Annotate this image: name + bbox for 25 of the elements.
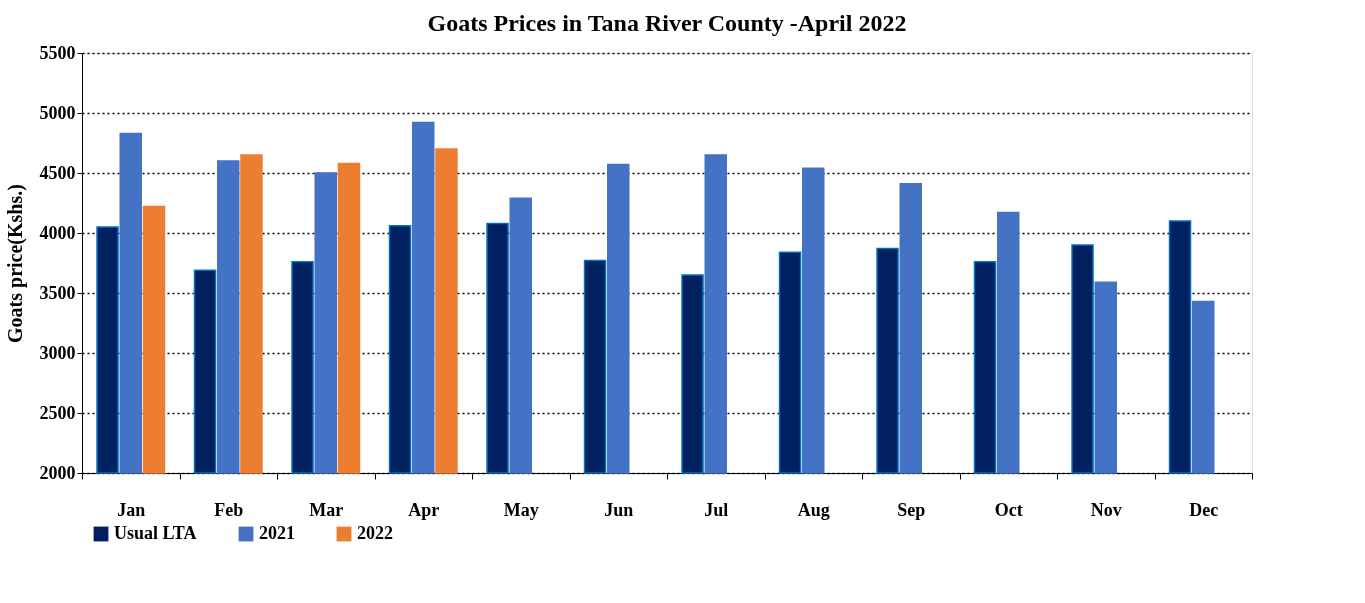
y-tick-label: 4500 xyxy=(39,162,76,183)
x-tick-label: May xyxy=(503,499,539,520)
y-tick-label: 5000 xyxy=(39,102,76,123)
chart-title: Goats Prices in Tana River County -April 2022 xyxy=(427,10,907,36)
x-tick-label: Aug xyxy=(797,499,830,520)
y-tick-label: 3500 xyxy=(39,282,76,303)
y-tick-label: 5500 xyxy=(39,42,76,63)
x-tick-label: Apr xyxy=(408,499,440,520)
y-tick-label: 2000 xyxy=(39,462,76,483)
x-tick-label: Dec xyxy=(1189,499,1219,520)
x-tick-label: Mar xyxy=(309,499,344,520)
legend-label: Usual LTA xyxy=(114,523,197,543)
x-tick-label: Nov xyxy=(1090,499,1122,520)
y-tick-label: 2500 xyxy=(39,402,76,423)
legend-label: 2022 xyxy=(357,523,393,543)
legend-label: 2021 xyxy=(259,523,295,543)
x-tick-label: Sep xyxy=(897,499,926,520)
x-tick-label: Feb xyxy=(214,499,244,520)
x-tick-label: Oct xyxy=(994,499,1023,520)
x-tick-label: Jan xyxy=(117,499,146,520)
y-axis-title: Goats price(Kshs.) xyxy=(3,184,27,343)
x-tick-label: Jun xyxy=(604,499,634,520)
y-tick-label: 3000 xyxy=(39,342,76,363)
x-tick-label: Jul xyxy=(704,499,729,520)
y-tick-label: 4000 xyxy=(39,222,76,243)
